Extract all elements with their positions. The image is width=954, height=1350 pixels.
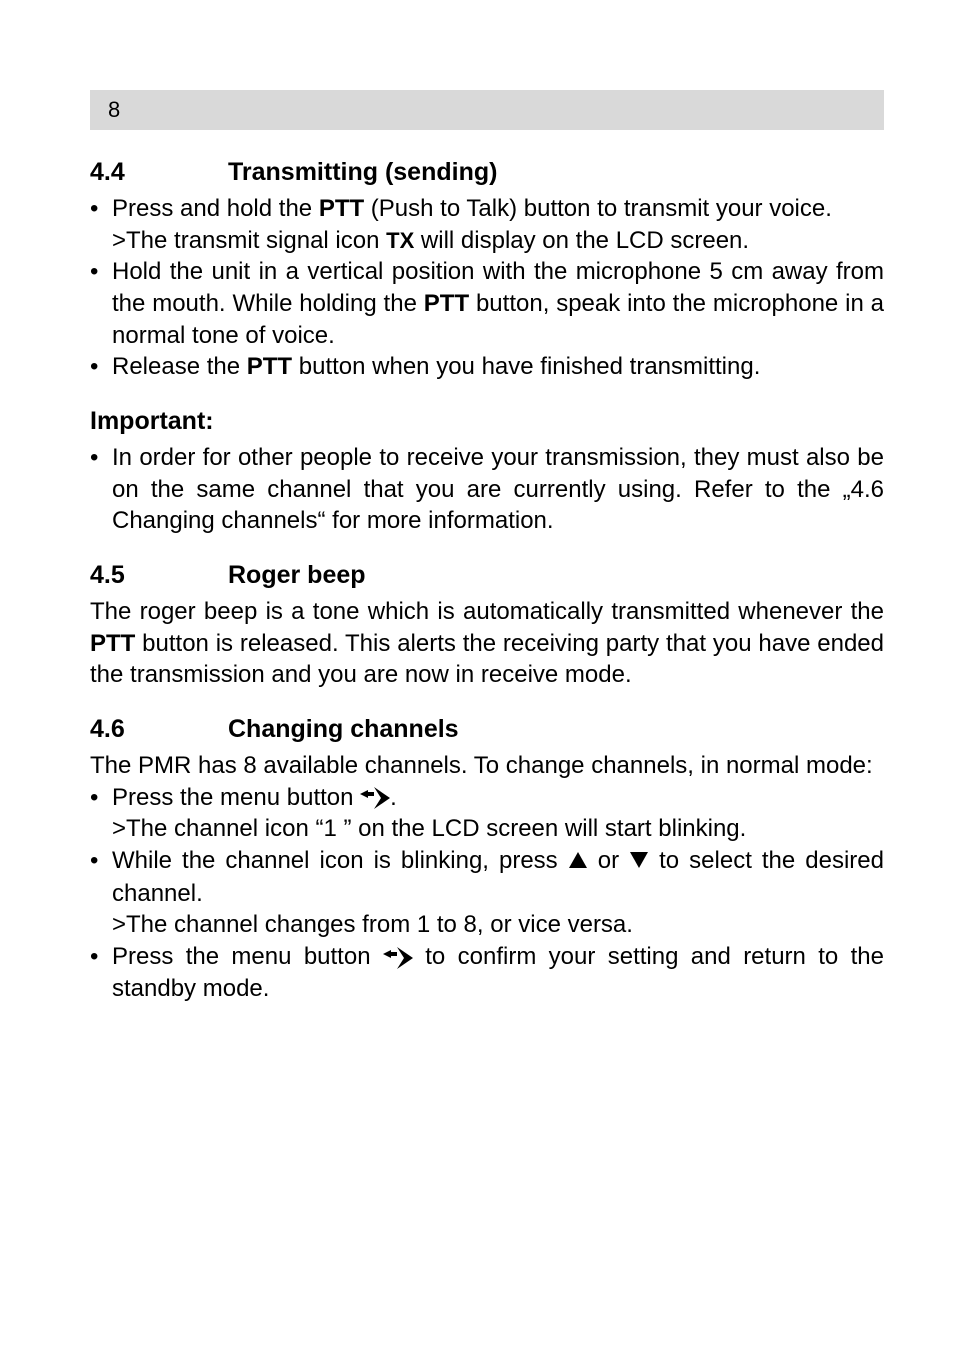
bullet-item: • Release the PTT button when you have f…: [90, 351, 884, 383]
menu-icon: [360, 784, 390, 811]
bullet-item: • In order for other people to receive y…: [90, 442, 884, 537]
bullet-dot: •: [90, 442, 112, 474]
section-number: 4.6: [90, 715, 228, 744]
intro-text: The PMR has 8 available channels. To cha…: [90, 750, 884, 782]
triangle-up-icon: [568, 846, 588, 878]
section-4-4-body: • Press and hold the PTT (Push to Talk) …: [90, 193, 884, 383]
bullet-text: Hold the unit in a vertical position wit…: [112, 256, 884, 351]
bullet-dot: •: [90, 782, 112, 814]
bullet-subtext: >The transmit signal icon TX will displa…: [90, 225, 884, 257]
text: or: [588, 847, 629, 874]
bullet-subtext: >The channel changes from 1 to 8, or vic…: [90, 909, 884, 941]
bullet-text: Press and hold the PTT (Push to Talk) bu…: [112, 193, 884, 225]
bullet-item: • Press and hold the PTT (Push to Talk) …: [90, 193, 884, 225]
triangle-down-icon: [629, 846, 649, 878]
text: >The transmit signal icon: [112, 227, 386, 254]
text: button when you have finished transmitti…: [292, 353, 760, 380]
bullet-item: • Hold the unit in a vertical position w…: [90, 256, 884, 351]
text: .: [390, 784, 397, 811]
bullet-text: Press the menu button .: [112, 782, 884, 814]
bullet-dot: •: [90, 351, 112, 383]
bullet-text: While the channel icon is blinking, pres…: [112, 845, 884, 909]
section-4-4-heading: 4.4 Transmitting (sending): [90, 158, 884, 187]
bullet-text: Press the menu button to confirm your se…: [112, 941, 884, 1004]
section-4-5-heading: 4.5 Roger beep: [90, 561, 884, 590]
section-title: Changing channels: [228, 715, 459, 744]
section-4-6-heading: 4.6 Changing channels: [90, 715, 884, 744]
page-number: 8: [90, 97, 120, 123]
bullet-subtext: >The channel icon “1 ” on the LCD screen…: [90, 813, 884, 845]
document-page: 8 4.4 Transmitting (sending) • Press and…: [0, 0, 954, 1088]
important-heading: Important:: [90, 407, 884, 436]
text-bold: PTT: [319, 195, 364, 222]
text: While the channel icon is blinking, pres…: [112, 847, 568, 874]
section-title: Roger beep: [228, 561, 366, 590]
section-title: Transmitting (sending): [228, 158, 497, 187]
text-bold: PTT: [424, 290, 469, 317]
bullet-text: In order for other people to receive you…: [112, 442, 884, 537]
menu-icon: [383, 943, 413, 970]
bullet-dot: •: [90, 256, 112, 288]
tx-icon: TX: [386, 226, 414, 255]
bullet-item: • While the channel icon is blinking, pr…: [90, 845, 884, 909]
bullet-text: Release the PTT button when you have fin…: [112, 351, 884, 383]
text-bold: PTT: [90, 630, 135, 657]
bullet-item: • Press the menu button to confirm your …: [90, 941, 884, 1004]
page-number-bar: 8: [90, 90, 884, 130]
section-4-6-body: The PMR has 8 available channels. To cha…: [90, 750, 884, 1004]
text: (Push to Talk) button to transmit your v…: [364, 195, 832, 222]
text: Press the menu button: [112, 943, 383, 970]
text: Press the menu button: [112, 784, 360, 811]
text-bold: PTT: [247, 353, 292, 380]
text: Release the: [112, 353, 247, 380]
section-number: 4.4: [90, 158, 228, 187]
text: The roger beep is a tone which is automa…: [90, 598, 884, 625]
important-body: • In order for other people to receive y…: [90, 442, 884, 537]
bullet-item: • Press the menu button .: [90, 782, 884, 814]
text: button is released. This alerts the rece…: [90, 630, 884, 689]
section-4-5-body: The roger beep is a tone which is automa…: [90, 596, 884, 691]
text: Press and hold the: [112, 195, 319, 222]
bullet-dot: •: [90, 845, 112, 877]
text: will display on the LCD screen.: [421, 227, 749, 254]
bullet-dot: •: [90, 941, 112, 973]
bullet-dot: •: [90, 193, 112, 225]
section-number: 4.5: [90, 561, 228, 590]
